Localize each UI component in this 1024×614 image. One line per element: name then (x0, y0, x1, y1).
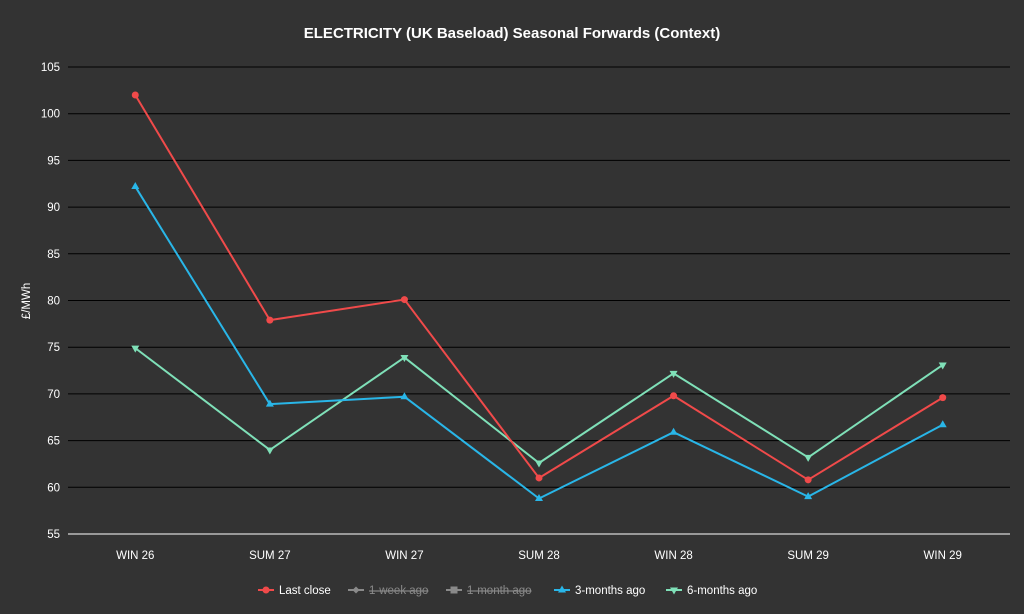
y-tick-label: 90 (47, 202, 60, 214)
data-point (400, 392, 409, 400)
legend-marker (450, 586, 458, 594)
legend-label: 6-months ago (687, 585, 757, 597)
legend-label: Last close (279, 585, 331, 597)
y-tick-label: 55 (47, 529, 60, 541)
data-point (265, 447, 274, 455)
y-tick-label: 85 (47, 249, 60, 261)
legend-item-1-week-ago[interactable]: 1-week ago (348, 585, 428, 597)
series-line (134, 347, 944, 465)
x-tick-label: WIN 27 (385, 550, 423, 562)
legend-label: 1-week ago (369, 585, 428, 597)
x-tick-label: SUM 27 (249, 550, 291, 562)
data-point (400, 296, 408, 304)
legend-marker (558, 585, 566, 593)
legend-label: 1-month ago (467, 585, 532, 597)
x-tick-label: SUM 29 (787, 550, 829, 562)
data-point (265, 399, 274, 407)
data-point (266, 316, 274, 324)
y-tick-label: 70 (47, 389, 60, 401)
y-tick-label: 100 (41, 109, 60, 121)
data-point (131, 182, 140, 190)
series-layer (131, 91, 947, 502)
legend-item-1-month-ago[interactable]: 1-month ago (446, 585, 532, 597)
x-tick-label: WIN 28 (654, 550, 692, 562)
y-axis-label: £/MWh (21, 283, 33, 319)
legend-item-6-months-ago[interactable]: 6-months ago (666, 585, 757, 597)
y-tick-label: 95 (47, 155, 60, 167)
series-3-months-ago (131, 182, 947, 502)
data-point (669, 427, 678, 435)
legend-marker (352, 586, 360, 594)
series-line (134, 94, 944, 481)
y-tick-label: 105 (41, 62, 60, 74)
legend-item-last-close[interactable]: Last close (258, 585, 331, 597)
data-point (535, 494, 543, 502)
legend-marker (262, 586, 270, 594)
data-point (535, 460, 543, 468)
chart-title: ELECTRICITY (UK Baseload) Seasonal Forwa… (304, 25, 720, 42)
legend: Last close 1-week ago 1-month ago 3-months … (258, 585, 757, 597)
data-point (939, 394, 947, 402)
x-tick-label: WIN 26 (116, 550, 154, 562)
y-tick-label: 60 (47, 482, 60, 494)
y-axis-ticks: 55 60 65 70 75 80 85 90 95 100 105 (41, 62, 60, 541)
y-tick-label: 65 (47, 436, 60, 448)
legend-marker (670, 587, 678, 595)
legend-item-3-months-ago[interactable]: 3-months ago (554, 585, 645, 597)
data-point (938, 420, 947, 428)
data-point (938, 362, 947, 370)
y-tick-label: 75 (47, 342, 60, 354)
data-point (670, 392, 678, 400)
series-line (134, 186, 944, 500)
data-point (804, 492, 813, 500)
data-point (669, 370, 678, 378)
y-tick-label: 80 (47, 296, 60, 308)
gridlines (68, 66, 1010, 535)
data-point (804, 476, 812, 484)
data-point (804, 454, 813, 462)
data-point (131, 91, 139, 99)
series-last-close (131, 91, 947, 484)
x-tick-label: SUM 28 (518, 550, 560, 562)
x-tick-label: WIN 29 (924, 550, 962, 562)
series-6-months-ago (131, 345, 947, 468)
data-point (131, 345, 140, 353)
data-point (535, 474, 543, 482)
legend-label: 3-months ago (575, 585, 645, 597)
x-axis-ticks: WIN 26 SUM 27 WIN 27 SUM 28 WIN 28 SUM 29 WIN … (116, 550, 962, 562)
data-point (400, 354, 409, 362)
